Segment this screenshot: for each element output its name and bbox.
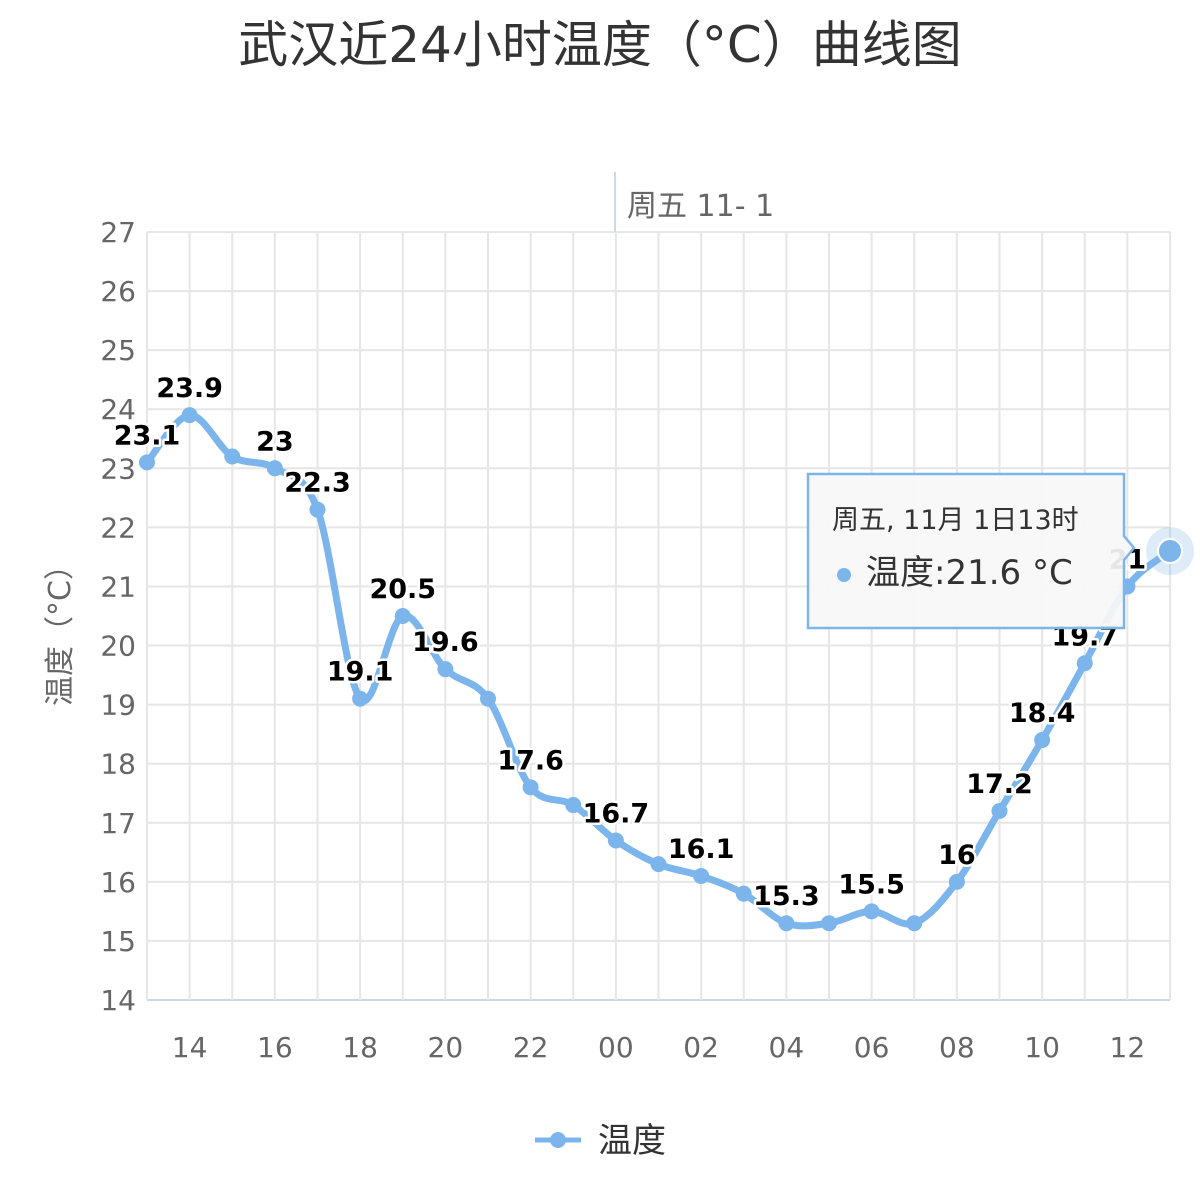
data-point	[1076, 655, 1093, 672]
tooltip-series-dot	[837, 568, 851, 582]
y-tick-label: 16	[100, 866, 136, 899]
data-point	[224, 448, 241, 465]
data-point	[1157, 538, 1183, 565]
data-point	[778, 915, 795, 932]
data-label: 23.9	[156, 373, 223, 404]
data-labels: 23.1 23.9 23 22.3 19.1 20.5 19.6 17.6 16.7 16.1 15…	[111, 371, 1148, 915]
data-label: 18.4	[1009, 698, 1076, 729]
y-tick-label: 14	[100, 984, 136, 1017]
data-point	[863, 903, 880, 920]
data-label: 17.6	[497, 745, 564, 776]
data-point	[181, 407, 198, 424]
tooltip-box	[806, 472, 1136, 630]
legend[interactable]: 温度	[535, 1121, 666, 1161]
y-tick-label: 25	[100, 334, 136, 367]
data-point	[735, 885, 752, 902]
y-axis-title: 温度（°C）	[43, 550, 78, 706]
x-axis: 14 16 18 20 22 00 02 04 06 08 10 12	[172, 1031, 1145, 1064]
y-tick-label: 23	[100, 452, 136, 485]
data-label: 19.6	[412, 627, 479, 658]
x-tick-label: 12	[1110, 1031, 1146, 1064]
y-tick-label: 15	[100, 925, 136, 958]
data-label: 19.1	[327, 657, 394, 688]
data-label: 15.5	[838, 869, 905, 900]
data-label: 23	[256, 426, 294, 457]
data-point	[437, 661, 454, 678]
tooltip-value: 温度:21.6 °C	[866, 553, 1073, 593]
data-point	[309, 501, 326, 518]
data-point	[480, 690, 496, 707]
data-label: 22.3	[284, 468, 351, 499]
data-label: 20.5	[369, 574, 436, 605]
y-axis: 14 15 16 17 18 19 20 21 22 23 24 25 26 27	[100, 216, 136, 1017]
chart-grid	[146, 231, 1171, 1001]
data-point	[906, 915, 923, 932]
x-tick-label: 08	[939, 1031, 975, 1064]
x-tick-label: 00	[598, 1031, 634, 1064]
data-label: 17.2	[966, 769, 1033, 800]
x-tick-label: 18	[342, 1031, 378, 1064]
data-label: 16.7	[583, 798, 650, 829]
x-tick-label: 22	[513, 1031, 549, 1064]
data-point	[693, 867, 710, 884]
data-point	[1034, 732, 1051, 749]
y-tick-label: 19	[100, 689, 136, 722]
data-point	[821, 915, 837, 932]
tooltip: 周五, 11月 1日13时 温度:21.6 °C	[806, 472, 1136, 630]
data-label: 16.1	[668, 834, 735, 865]
data-point	[948, 873, 965, 890]
data-label: 23.1	[114, 420, 181, 451]
x-tick-label: 02	[683, 1031, 719, 1064]
y-tick-label: 20	[100, 630, 136, 663]
plot-line: 周五 11- 1	[614, 172, 774, 232]
data-point	[394, 608, 411, 624]
x-tick-label: 06	[854, 1031, 890, 1064]
y-tick-label: 17	[100, 807, 136, 840]
data-point	[991, 802, 1008, 819]
data-point	[650, 856, 667, 873]
data-point	[266, 460, 283, 477]
legend-marker	[550, 1132, 566, 1148]
y-tick-label: 22	[100, 511, 136, 544]
x-tick-label: 04	[769, 1031, 805, 1064]
y-tick-label: 26	[100, 275, 136, 308]
x-tick-label: 16	[257, 1031, 293, 1064]
y-tick-label: 27	[100, 216, 136, 249]
chart-title: 武汉近24小时温度（°C）曲线图	[238, 16, 962, 74]
data-label: 16	[938, 840, 976, 871]
data-point	[139, 454, 155, 471]
data-point	[607, 832, 624, 849]
data-point	[565, 797, 582, 814]
data-label: 15.3	[753, 881, 820, 912]
y-tick-label: 18	[100, 748, 136, 781]
x-tick-label: 14	[172, 1031, 208, 1064]
tooltip-title: 周五, 11月 1日13时	[832, 505, 1079, 536]
data-point	[522, 779, 539, 796]
x-tick-label: 10	[1024, 1031, 1060, 1064]
y-tick-label: 21	[100, 570, 136, 603]
plot-line-label: 周五 11- 1	[627, 189, 774, 224]
x-tick-label: 20	[428, 1031, 464, 1064]
y-tick-label: 24	[100, 393, 136, 426]
legend-item-temperature[interactable]: 温度	[598, 1121, 666, 1161]
data-point	[352, 690, 369, 707]
